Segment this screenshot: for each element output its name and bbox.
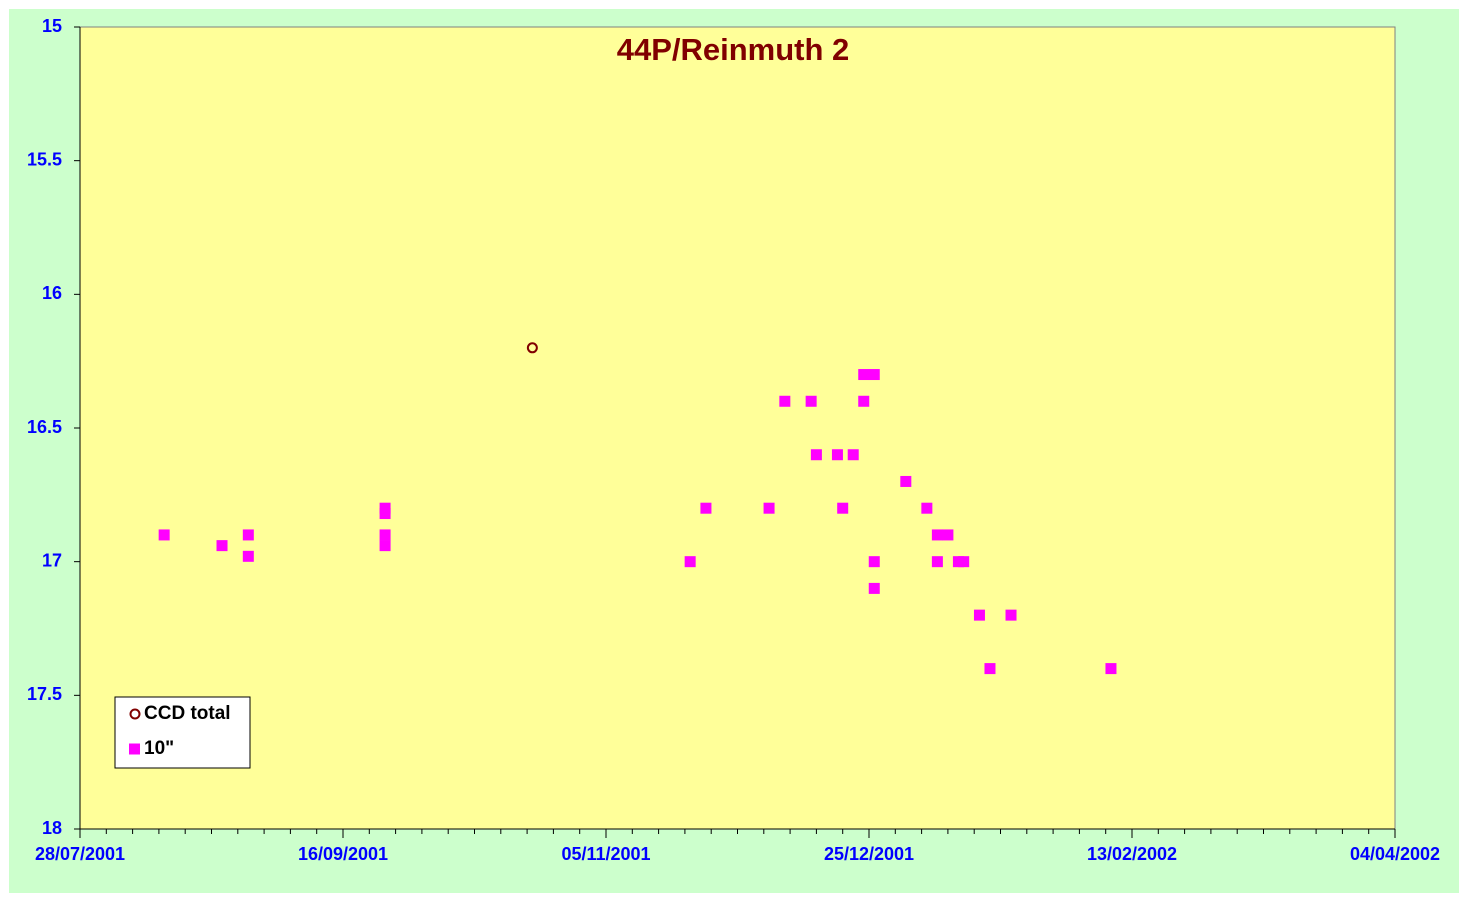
plot-area [79,26,1396,830]
data-point [931,529,943,541]
data-point [868,582,880,594]
data-point [900,475,912,487]
data-point [958,556,970,568]
y-tick-label: 15 [42,16,62,36]
data-point [763,502,775,514]
data-point [921,502,933,514]
legend-symbol [129,708,141,720]
data-point [779,395,791,407]
data-point [973,609,985,621]
data-point [868,369,880,381]
y-tick-label: 17.5 [27,684,62,704]
legend-label: CCD total [144,703,231,724]
y-tick-label: 17 [42,550,62,570]
data-point [216,540,228,552]
y-tick-label: 16 [42,283,62,303]
chart-title: 44P/Reinmuth 2 [617,32,850,67]
x-tick-label: 13/02/2002 [1087,844,1177,864]
data-point [700,502,712,514]
data-point [858,395,870,407]
legend-label: 10" [144,738,174,759]
data-point [242,550,254,562]
data-point [684,556,696,568]
data-point [858,369,870,381]
legend-box [114,696,251,769]
data-point [526,342,538,354]
data-point [242,529,254,541]
data-point [158,529,170,541]
data-point [868,556,880,568]
data-point [379,508,391,520]
data-point [984,663,996,675]
data-point [805,395,817,407]
data-point [847,449,859,461]
legend-symbol [129,743,140,755]
data-point [1105,663,1117,675]
data-point [379,529,391,541]
data-point [942,529,954,541]
y-tick-label: 16.5 [27,417,62,437]
data-point [931,556,943,568]
data-point [379,540,391,552]
x-tick-label: 05/11/2001 [561,844,650,864]
data-point [810,449,822,461]
data-point [837,502,849,514]
y-tick-label: 15.5 [27,149,62,169]
x-tick-label: 28/07/2001 [35,844,125,864]
data-point [831,449,843,461]
x-tick-label: 04/04/2002 [1350,844,1440,864]
x-tick-label: 25/12/2001 [824,844,914,864]
data-point [1005,609,1017,621]
y-tick-label: 18 [42,818,62,838]
x-tick-label: 16/09/2001 [298,844,388,864]
